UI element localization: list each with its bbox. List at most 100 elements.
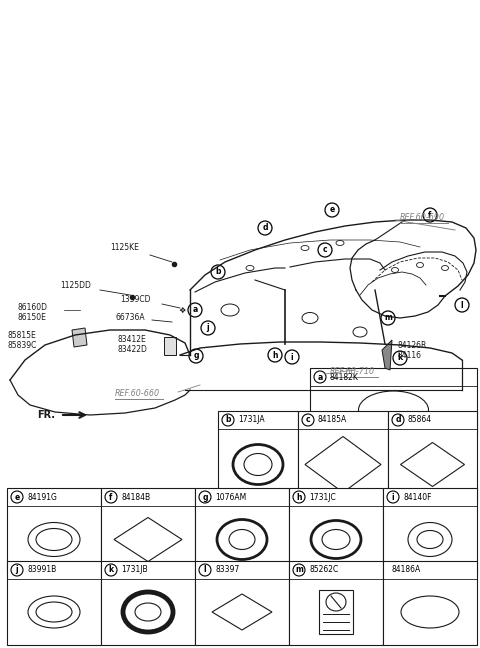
Bar [310, 368, 477, 434]
Ellipse shape [311, 520, 361, 559]
Ellipse shape [229, 529, 255, 550]
Text: e: e [329, 205, 335, 214]
Text: a: a [317, 373, 323, 382]
Ellipse shape [28, 596, 80, 628]
Text: k: k [108, 566, 114, 575]
Text: 85815E: 85815E [8, 332, 37, 340]
Ellipse shape [392, 268, 398, 273]
Text: 84182K: 84182K [330, 373, 359, 382]
Text: k: k [397, 354, 403, 362]
Bar [7, 561, 101, 645]
Ellipse shape [442, 266, 448, 270]
Bar [101, 561, 195, 645]
Text: i: i [392, 492, 394, 502]
Bar [195, 561, 289, 645]
Polygon shape [382, 340, 392, 370]
Text: FR.: FR. [37, 410, 55, 420]
Text: REF.60-660: REF.60-660 [115, 389, 160, 399]
Text: c: c [323, 246, 327, 255]
Text: l: l [204, 566, 206, 575]
Polygon shape [212, 594, 272, 630]
Text: e: e [14, 492, 20, 502]
Text: 85262C: 85262C [309, 566, 338, 575]
Text: 86160D: 86160D [18, 303, 48, 312]
Text: ❖: ❖ [178, 305, 186, 314]
Text: 84185A: 84185A [318, 415, 347, 424]
Ellipse shape [417, 262, 423, 268]
Text: 84126R: 84126R [398, 341, 427, 351]
Ellipse shape [123, 592, 173, 632]
Bar [164, 337, 176, 355]
Ellipse shape [322, 529, 350, 550]
Text: 84191G: 84191G [27, 492, 57, 502]
Bar [388, 411, 477, 500]
Polygon shape [72, 328, 87, 347]
Text: f: f [428, 211, 432, 220]
Ellipse shape [233, 445, 283, 485]
Polygon shape [400, 443, 465, 487]
Text: 1731JA: 1731JA [238, 415, 264, 424]
Text: b: b [225, 415, 231, 424]
Bar [298, 411, 388, 500]
Text: REF.60-690: REF.60-690 [400, 213, 445, 222]
Text: 84116: 84116 [398, 351, 422, 360]
Ellipse shape [417, 531, 443, 548]
Text: a: a [192, 305, 198, 314]
Bar [101, 488, 195, 573]
Text: 83412E: 83412E [118, 336, 147, 345]
Ellipse shape [221, 304, 239, 316]
Ellipse shape [336, 240, 344, 246]
Text: 83991B: 83991B [27, 566, 56, 575]
Bar [7, 488, 101, 573]
Ellipse shape [217, 520, 267, 559]
Ellipse shape [246, 266, 254, 270]
Text: 66736A: 66736A [115, 314, 144, 323]
Text: 85839C: 85839C [8, 341, 37, 351]
Text: 83422D: 83422D [118, 345, 148, 354]
Ellipse shape [28, 522, 80, 557]
Ellipse shape [401, 596, 459, 628]
Text: 86150E: 86150E [18, 314, 47, 323]
Text: b: b [215, 268, 221, 277]
Bar [319, 590, 353, 634]
Text: d: d [395, 415, 401, 424]
Text: i: i [291, 353, 293, 362]
Text: 85864: 85864 [408, 415, 432, 424]
Text: 84140F: 84140F [403, 492, 432, 502]
Text: 1076AM: 1076AM [215, 492, 246, 502]
Text: 1731JC: 1731JC [309, 492, 336, 502]
Text: 1339CD: 1339CD [120, 295, 151, 305]
Ellipse shape [408, 522, 452, 557]
Text: j: j [207, 323, 209, 332]
Text: 84184B: 84184B [121, 492, 150, 502]
Text: j: j [16, 566, 18, 575]
Bar [195, 488, 289, 573]
Ellipse shape [135, 603, 161, 621]
Ellipse shape [36, 602, 72, 622]
Text: l: l [461, 301, 463, 310]
Text: h: h [296, 492, 302, 502]
Text: g: g [202, 492, 208, 502]
Text: m: m [384, 314, 392, 323]
Ellipse shape [302, 312, 318, 323]
Ellipse shape [353, 327, 367, 337]
Ellipse shape [244, 454, 272, 476]
Text: d: d [262, 224, 268, 233]
Text: h: h [272, 351, 278, 360]
Polygon shape [114, 518, 182, 562]
Text: m: m [295, 566, 303, 575]
Text: f: f [109, 492, 113, 502]
Ellipse shape [36, 529, 72, 551]
Text: g: g [193, 351, 199, 360]
Text: 83397: 83397 [215, 566, 239, 575]
Bar [383, 488, 477, 573]
Text: REF.60-710: REF.60-710 [330, 367, 375, 376]
Bar [289, 561, 383, 645]
Bar [289, 488, 383, 573]
Ellipse shape [326, 593, 346, 611]
Text: 1731JB: 1731JB [121, 566, 148, 575]
Bar [218, 411, 298, 500]
Ellipse shape [301, 246, 309, 251]
Text: 1125KE: 1125KE [110, 244, 139, 253]
Text: 84186A: 84186A [391, 566, 420, 575]
